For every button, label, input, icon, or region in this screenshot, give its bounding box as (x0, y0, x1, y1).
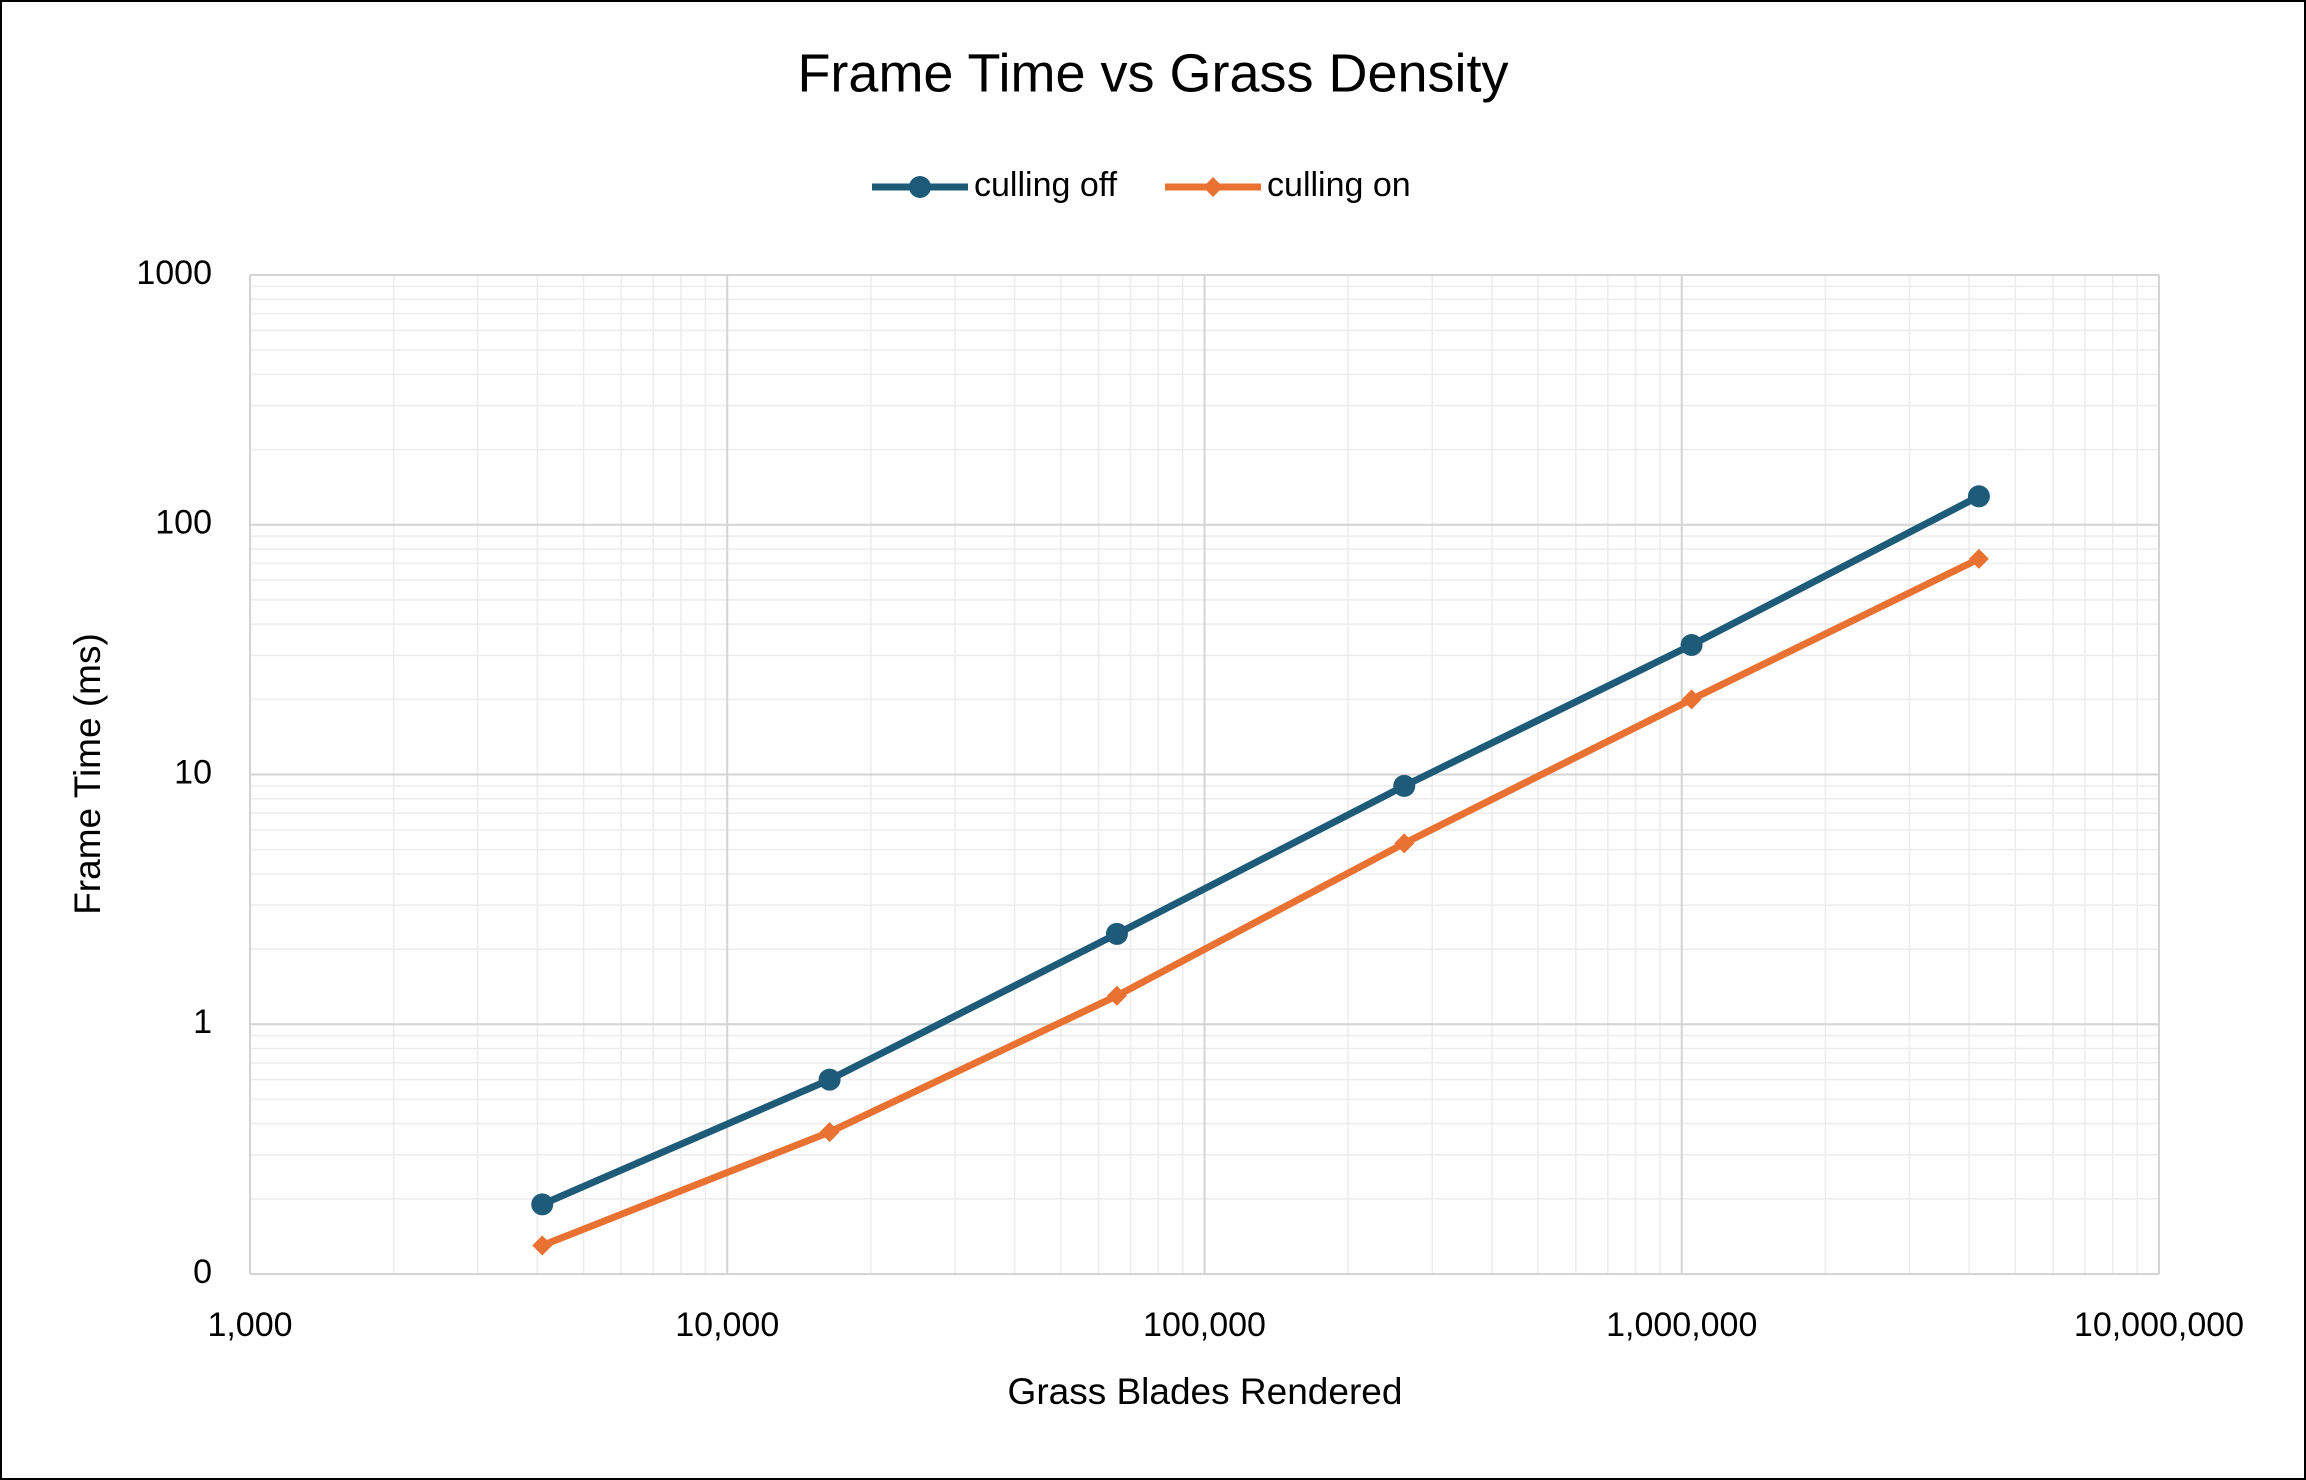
x-tick-label: 10,000 (675, 1306, 779, 1344)
data-point (1968, 548, 1989, 569)
x-tick-label: 1,000 (207, 1306, 292, 1344)
y-tick-label: 0 (193, 1253, 212, 1291)
data-point (1967, 485, 1990, 508)
legend-label: culling on (1267, 166, 1411, 204)
y-tick-label: 10 (174, 753, 212, 791)
data-point (1680, 634, 1703, 657)
data-point (819, 1122, 840, 1143)
x-axis-label: Grass Blades Rendered (1008, 1371, 1403, 1412)
y-tick-label: 100 (155, 504, 212, 542)
series-line (540, 555, 1981, 1249)
data-point (818, 1068, 841, 1091)
legend-label: culling off (974, 166, 1118, 204)
data-point (1394, 833, 1415, 854)
x-tick-label: 100,000 (1143, 1306, 1266, 1344)
legend-marker (1203, 177, 1224, 197)
x-tick-label: 1,000,000 (1606, 1306, 1757, 1344)
data-point (1105, 922, 1128, 945)
series-line (540, 493, 1981, 1208)
y-tick-label: 1000 (136, 254, 212, 292)
data-point (532, 1235, 553, 1256)
y-axis-label: Frame Time (ms) (67, 633, 108, 915)
data-point (531, 1193, 554, 1216)
data-point (1393, 774, 1416, 797)
y-tick-label: 1 (193, 1003, 212, 1041)
chart-title: Frame Time vs Grass Density (797, 43, 1508, 103)
data-point (1681, 689, 1702, 710)
data-point (1106, 985, 1127, 1006)
x-tick-label: 10,000,000 (2074, 1306, 2244, 1344)
legend-marker (909, 176, 931, 198)
